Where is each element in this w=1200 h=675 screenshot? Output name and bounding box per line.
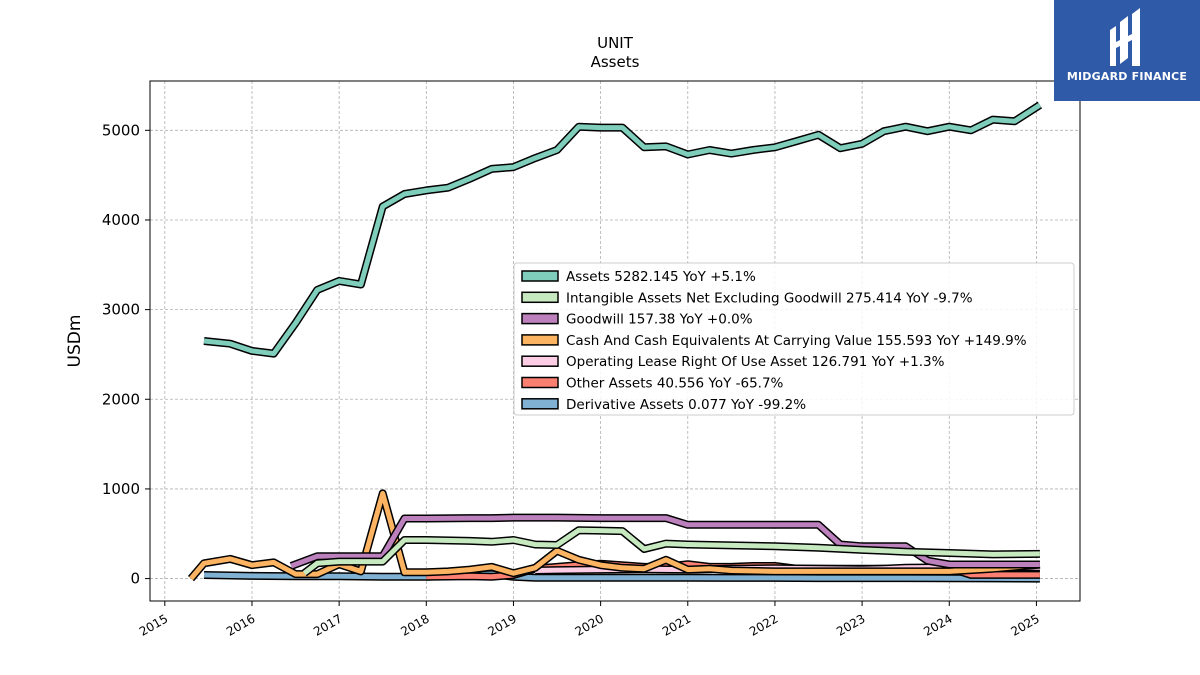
brand-logo: MIDGARD FINANCE (1054, 0, 1200, 101)
x-tick-label: 2016 (224, 611, 257, 638)
x-tick-label: 2025 (1008, 611, 1041, 638)
series-line-assets (203, 102, 1042, 357)
series-layer (187, 101, 1043, 583)
legend-entry: Operating Lease Right Of Use Asset 126.7… (566, 354, 945, 370)
x-tick-label: 2015 (137, 611, 170, 638)
y-axis-label: USDm (65, 315, 85, 368)
logo-mark-icon (1110, 8, 1140, 66)
legend-entry: Other Assets 40.556 YoY -65.7% (566, 376, 784, 392)
legend-swatch (521, 270, 559, 282)
y-tick-label: 1000 (102, 480, 140, 498)
x-tick-label: 2023 (834, 611, 867, 638)
legend-swatch (521, 398, 559, 410)
x-tick-label: 2022 (747, 611, 780, 638)
x-tick-label: 2021 (660, 611, 693, 638)
legend-swatch (521, 376, 559, 389)
chart-subtitle: Assets (591, 53, 640, 71)
legend-entry: Goodwill 157.38 YoY +0.0% (566, 312, 753, 328)
x-tick-label: 2024 (921, 611, 954, 638)
legend-swatch (521, 334, 559, 346)
legend-box (513, 262, 1075, 416)
series-line-intangible-assets-net-excluding-goodwill (302, 527, 1040, 576)
legend: Assets 5282.145 YoY +5.1% Intangible Asse… (513, 262, 1075, 416)
x-tick-label: 2018 (398, 611, 431, 638)
legend-entry: Intangible Assets Net Excluding Goodwill… (566, 290, 973, 306)
x-tick-label: 2017 (311, 611, 344, 638)
legend-swatch (521, 312, 559, 325)
y-tick-label: 0 (130, 570, 140, 588)
y-tick-label: 4000 (102, 211, 140, 229)
series-line-cash-and-cash-equivalents-at-carrying-value (189, 490, 1041, 581)
x-tick-label: 2019 (486, 611, 519, 638)
y-tick-label: 2000 (102, 390, 140, 408)
y-tick-label: 3000 (102, 301, 140, 319)
legend-entry: Assets 5282.145 YoY +5.1% (566, 269, 756, 285)
chart-title: UNIT (597, 34, 634, 52)
series-line-derivative-assets (203, 571, 1040, 582)
legend-swatch (521, 355, 559, 367)
y-tick-label: 5000 (102, 121, 140, 139)
legend-entry: Derivative Assets 0.077 YoY -99.2% (566, 397, 806, 413)
plot-frame (149, 80, 1081, 602)
legend-entry: Cash And Cash Equivalents At Carrying Va… (566, 333, 1027, 349)
legend-swatch (521, 291, 559, 304)
brand-name: MIDGARD FINANCE (1066, 70, 1188, 83)
x-tick-label: 2020 (573, 611, 606, 638)
